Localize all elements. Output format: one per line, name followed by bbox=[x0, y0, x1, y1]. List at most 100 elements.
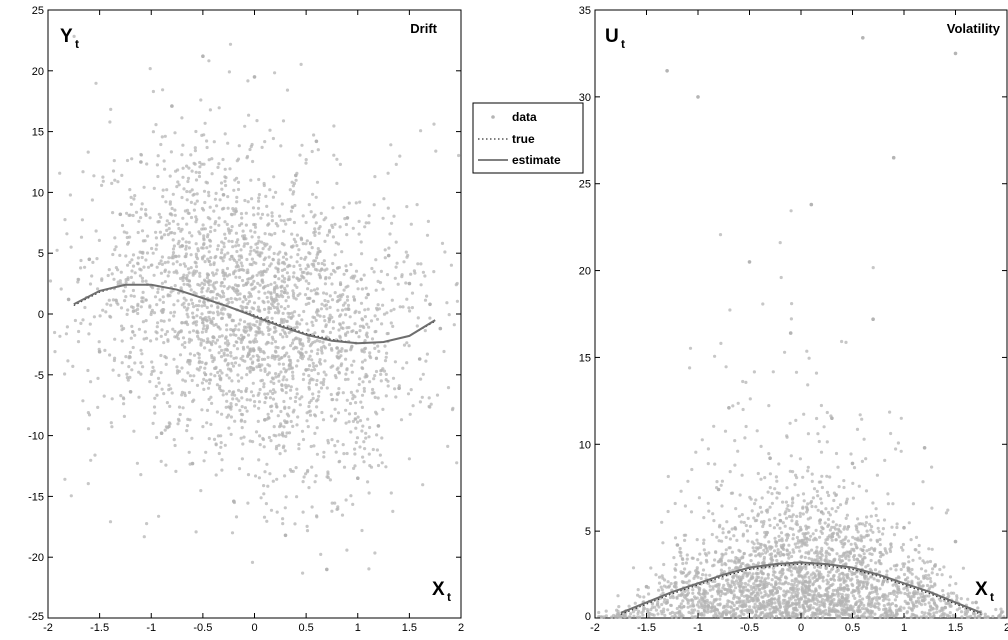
data-point bbox=[261, 247, 265, 251]
data-point bbox=[446, 386, 451, 390]
data-point bbox=[202, 377, 206, 381]
data-point bbox=[823, 541, 828, 545]
data-point bbox=[719, 341, 723, 345]
data-point bbox=[212, 323, 216, 327]
data-point bbox=[778, 526, 782, 530]
data-point bbox=[762, 548, 766, 552]
data-point bbox=[265, 242, 269, 246]
data-point bbox=[852, 547, 856, 552]
data-point bbox=[226, 343, 230, 347]
data-point bbox=[314, 195, 318, 199]
data-point bbox=[211, 335, 215, 339]
data-point bbox=[194, 255, 199, 259]
data-point bbox=[999, 607, 1003, 611]
data-point bbox=[965, 615, 969, 619]
data-point bbox=[358, 200, 362, 204]
data-point bbox=[186, 322, 190, 327]
data-point bbox=[159, 371, 163, 375]
data-point bbox=[223, 220, 227, 224]
data-point bbox=[911, 558, 915, 562]
data-point bbox=[810, 557, 814, 561]
data-point bbox=[86, 150, 90, 154]
data-point bbox=[355, 279, 359, 283]
data-point bbox=[905, 611, 909, 615]
data-point bbox=[338, 162, 342, 166]
data-point bbox=[173, 284, 177, 288]
data-point bbox=[359, 277, 363, 281]
data-point bbox=[318, 269, 322, 273]
data-point bbox=[713, 579, 717, 584]
data-point bbox=[246, 333, 251, 337]
data-point bbox=[888, 410, 892, 414]
data-point bbox=[289, 316, 293, 320]
data-point bbox=[373, 314, 377, 318]
data-point bbox=[185, 308, 189, 312]
data-point bbox=[733, 526, 737, 531]
data-point bbox=[738, 588, 742, 592]
data-point bbox=[109, 421, 113, 425]
data-point bbox=[376, 396, 380, 400]
data-point bbox=[425, 294, 429, 298]
data-point bbox=[319, 307, 323, 311]
data-point bbox=[182, 296, 186, 300]
data-point bbox=[420, 395, 424, 399]
data-point bbox=[315, 426, 319, 430]
data-point bbox=[944, 511, 949, 515]
data-point bbox=[368, 351, 372, 355]
data-point bbox=[205, 408, 210, 412]
data-point bbox=[154, 236, 158, 240]
data-point bbox=[795, 476, 799, 480]
data-point bbox=[154, 230, 158, 234]
data-point bbox=[715, 535, 719, 539]
data-point bbox=[756, 598, 761, 602]
data-point bbox=[869, 558, 873, 563]
data-point bbox=[839, 577, 843, 581]
data-point bbox=[670, 610, 675, 615]
data-point bbox=[306, 425, 310, 429]
data-point bbox=[830, 532, 834, 536]
data-point bbox=[352, 466, 356, 470]
data-point bbox=[791, 548, 795, 552]
data-point bbox=[781, 611, 785, 615]
data-point bbox=[237, 268, 241, 272]
data-point bbox=[196, 351, 200, 355]
data-point bbox=[125, 158, 130, 163]
data-point bbox=[186, 371, 190, 375]
data-point bbox=[140, 255, 144, 260]
data-point bbox=[382, 197, 386, 201]
data-point bbox=[933, 603, 937, 607]
data-point bbox=[307, 410, 311, 414]
data-point bbox=[256, 419, 260, 423]
data-point bbox=[851, 594, 856, 598]
data-point bbox=[164, 223, 168, 227]
data-point bbox=[804, 551, 808, 555]
drift-axes-ticks: -2 -1.5 -1 -0.5 0 0.5 1 1.5 2-25-20-15-10-505101… bbox=[28, 5, 464, 634]
data-point bbox=[931, 567, 935, 571]
data-point bbox=[789, 454, 793, 458]
data-point bbox=[136, 304, 140, 308]
data-point bbox=[415, 324, 419, 328]
data-point bbox=[96, 405, 100, 409]
data-point bbox=[897, 576, 901, 580]
data-point bbox=[226, 195, 230, 199]
data-point bbox=[79, 258, 83, 263]
data-point bbox=[197, 171, 201, 175]
data-point bbox=[210, 319, 214, 323]
data-point bbox=[245, 154, 250, 159]
data-point bbox=[334, 450, 338, 454]
data-point bbox=[268, 128, 272, 132]
data-point bbox=[194, 252, 198, 256]
data-point bbox=[235, 200, 239, 204]
data-point bbox=[139, 473, 143, 477]
data-point bbox=[157, 514, 161, 518]
data-point bbox=[280, 383, 284, 387]
data-point bbox=[323, 304, 327, 308]
data-point bbox=[322, 315, 326, 319]
data-point bbox=[151, 251, 155, 255]
data-point bbox=[426, 219, 430, 223]
data-point bbox=[53, 350, 57, 354]
data-point bbox=[837, 557, 842, 562]
data-point bbox=[195, 192, 199, 196]
data-point bbox=[330, 223, 334, 227]
data-point bbox=[245, 306, 249, 310]
